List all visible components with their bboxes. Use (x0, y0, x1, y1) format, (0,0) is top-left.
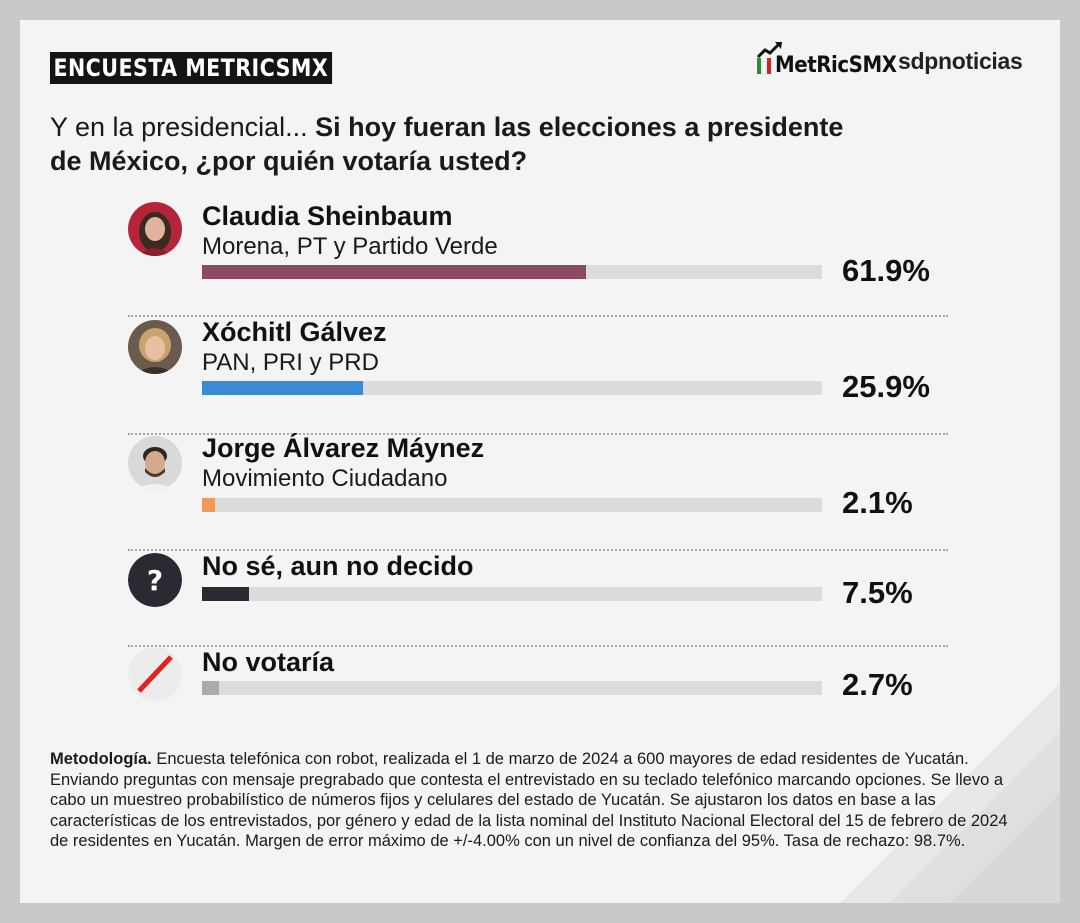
bar-fill (202, 265, 586, 279)
methodology-note: Metodología. Encuesta telefónica con rob… (50, 749, 1010, 852)
metricsmx-logo: MetRicSMX (755, 40, 897, 78)
candidate-name: Xóchitl Gálvez (202, 317, 387, 347)
no-vote-slash-icon (128, 647, 182, 701)
party-label: PAN, PRI y PRD (202, 349, 379, 376)
poll-card: ENCUESTA METRICSMX MetRicSMX sdpnoticias… (20, 20, 1060, 903)
bar-track (202, 265, 822, 279)
percentage-label: 2.1% (842, 485, 913, 520)
party-label: Movimiento Ciudadano (202, 465, 448, 492)
candidate-name: No sé, aun no decido (202, 551, 474, 581)
xochitl-galvez-portrait-icon (128, 320, 182, 374)
methodology-text: Encuesta telefónica con robot, realizada… (50, 750, 1008, 850)
candidate-name: Jorge Álvarez Máynez (202, 433, 485, 463)
methodology-title: Metodología. (50, 750, 152, 768)
bar-track (202, 681, 822, 695)
question-mark-icon: ? (128, 553, 182, 607)
candidate-name: No votaría (202, 647, 335, 677)
bar-fill (202, 587, 249, 601)
row-divider (128, 645, 948, 647)
percentage-label: 61.9% (842, 253, 930, 288)
bar-track (202, 498, 822, 512)
jorge-alvarez-maynez-portrait-icon (128, 436, 182, 490)
bar-track (202, 381, 822, 395)
bar-fill (202, 498, 216, 512)
bar-track (202, 587, 822, 601)
question-lead: Y en la presidencial... (50, 112, 316, 142)
percentage-label: 25.9% (842, 369, 930, 404)
percentage-label: 2.7% (842, 667, 913, 702)
trend-arrow-icon (756, 42, 782, 75)
question-bold: Si hoy fueran las elecciones a president… (50, 112, 844, 176)
candidate-name: Claudia Sheinbaum (202, 201, 453, 231)
claudia-sheinbaum-portrait-icon (128, 202, 182, 256)
sdpnoticias-logo: sdpnoticias (898, 48, 1023, 74)
party-label: Morena, PT y Partido Verde (202, 233, 498, 260)
question-text: Y en la presidencial... Si hoy fueran la… (50, 110, 850, 178)
survey-badge: ENCUESTA METRICSMX (50, 52, 332, 84)
row-divider (128, 315, 948, 317)
percentage-label: 7.5% (842, 575, 913, 610)
row-divider (128, 433, 948, 435)
svg-text:?: ? (147, 564, 163, 597)
bar-fill (202, 681, 219, 695)
metricsmx-logo-text: MetRicSMX (775, 53, 897, 78)
bar-fill (202, 381, 363, 395)
row-divider (128, 549, 948, 551)
